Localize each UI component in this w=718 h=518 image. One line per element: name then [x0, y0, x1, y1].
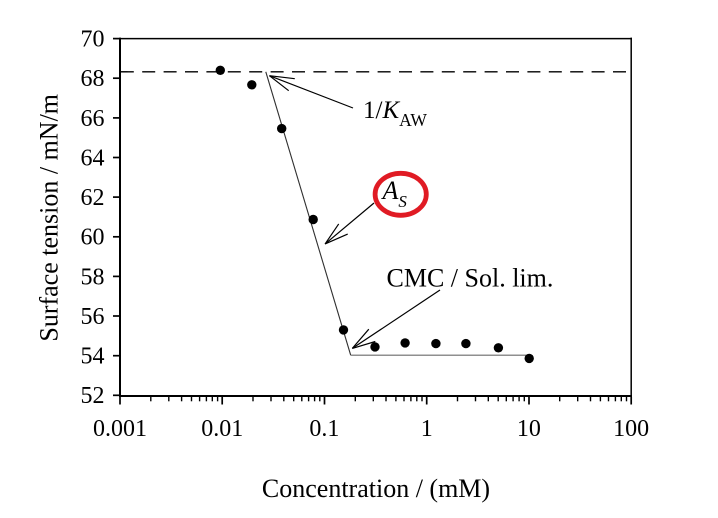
svg-text:56: 56 [81, 304, 105, 330]
svg-text:54: 54 [81, 344, 105, 370]
svg-text:64: 64 [81, 145, 105, 171]
svg-text:1/KAW: 1/KAW [363, 97, 427, 130]
svg-text:Surface tension / mN/m: Surface tension / mN/m [35, 94, 64, 342]
svg-text:70: 70 [81, 27, 105, 53]
svg-text:62: 62 [81, 185, 105, 211]
svg-text:1: 1 [421, 416, 433, 442]
svg-text:10: 10 [517, 416, 541, 442]
svg-text:0.1: 0.1 [309, 416, 339, 442]
svg-text:Concentration / (mM): Concentration / (mM) [262, 474, 490, 503]
svg-text:100: 100 [613, 416, 649, 442]
svg-text:0.001: 0.001 [93, 416, 147, 442]
svg-text:68: 68 [81, 66, 105, 92]
svg-text:AS: AS [381, 176, 408, 211]
svg-text:66: 66 [81, 106, 105, 132]
svg-text:58: 58 [81, 264, 105, 290]
svg-text:0.01: 0.01 [201, 416, 243, 442]
svg-text:52: 52 [81, 383, 105, 409]
svg-text:CMC / Sol. lim.: CMC / Sol. lim. [387, 263, 554, 292]
svg-text:60: 60 [81, 225, 105, 251]
